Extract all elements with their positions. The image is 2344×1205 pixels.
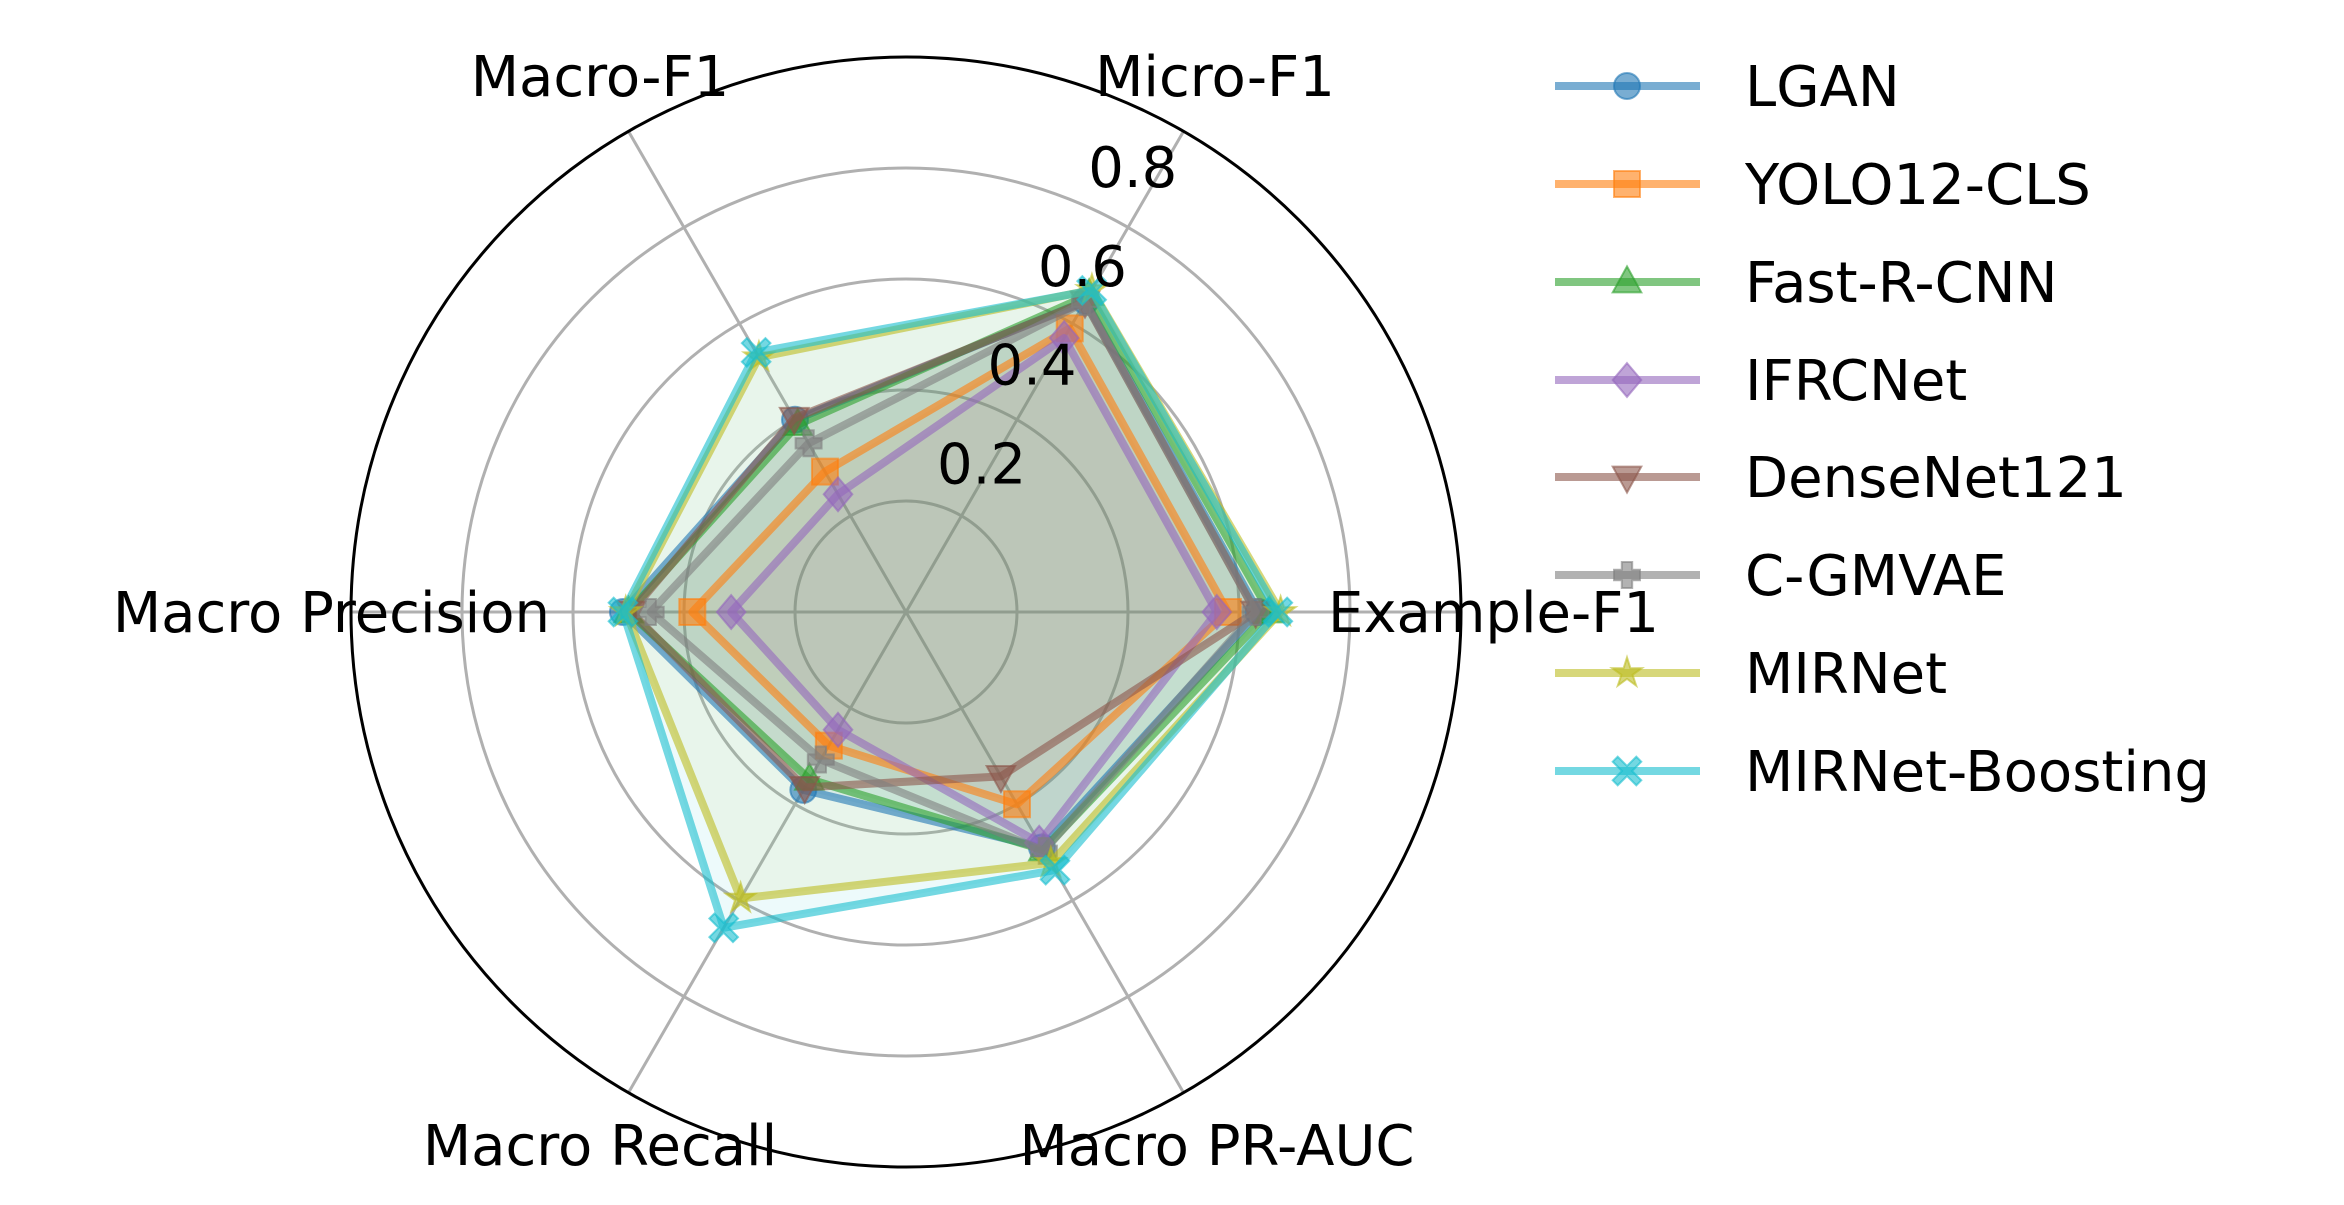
- data-point: [715, 593, 747, 631]
- grid-spoke: [627, 611, 908, 1094]
- series-fill: [631, 301, 1256, 788]
- axis-labels: Micro-F1 Example-F1 Macro PR-AUC Macro R…: [113, 45, 1659, 1179]
- data-point: [794, 429, 823, 458]
- r-tick-label: 0.6: [1038, 235, 1127, 300]
- data-point: [806, 745, 835, 774]
- legend-handle: [1555, 465, 1700, 495]
- legend-label: YOLO12-CLS: [1744, 153, 2091, 218]
- legend-handle: [1555, 170, 1700, 198]
- data-point: [788, 776, 821, 806]
- data-point: [678, 598, 707, 626]
- legend-label: DenseNet121: [1745, 446, 2127, 511]
- data-point: [1048, 319, 1080, 357]
- series-lines: [607, 271, 1299, 944]
- data-point: [1039, 854, 1071, 886]
- series-ifrcnet: [715, 319, 1233, 862]
- data-point: [722, 879, 759, 914]
- legend: LGAN YOLO12-CLS Fast-R-CNN IFRCNet Dense…: [1555, 55, 2210, 805]
- legend-label: LGAN: [1745, 55, 1900, 120]
- legend-label: IFRCNet: [1745, 349, 1967, 414]
- legend-handle: [1555, 264, 1700, 294]
- data-point: [822, 711, 854, 749]
- r-tick-label: 0.2: [937, 433, 1026, 498]
- diamond-marker: [1611, 361, 1643, 399]
- legend-label: Fast-R-CNN: [1745, 251, 2057, 316]
- legend-handle: [1555, 654, 1700, 689]
- data-point: [1241, 598, 1270, 626]
- axis-label-macro-pr-auc: Macro PR-AUC: [1019, 1114, 1414, 1179]
- grid-spoke: [904, 130, 1185, 613]
- data-point: [607, 596, 639, 628]
- square-marker: [1613, 170, 1641, 198]
- triangle-up-marker: [1611, 264, 1643, 294]
- legend-handle: [1555, 755, 1700, 787]
- r-tick-label: 0.8: [1088, 136, 1177, 201]
- data-point: [1201, 593, 1233, 631]
- data-point: [822, 475, 854, 513]
- data-point: [707, 912, 740, 944]
- data-point: [1262, 596, 1294, 628]
- data-point: [1075, 274, 1108, 307]
- series-mirnet-boosting: [607, 274, 1294, 944]
- axis-label-micro-f1: Micro-F1: [1095, 45, 1335, 110]
- series-fill: [692, 328, 1228, 805]
- r-tick-label: 0.4: [987, 334, 1076, 399]
- triangle-down-marker: [1611, 465, 1643, 495]
- legend-handle: [1555, 561, 1700, 589]
- outer-frame: [349, 55, 1463, 1169]
- grid-spoke: [627, 130, 908, 613]
- x-marker: [1611, 755, 1643, 787]
- axis-label-macro-f1: Macro-F1: [471, 45, 730, 110]
- legend-label: C-GMVAE: [1745, 544, 2007, 609]
- star-marker: [1609, 654, 1645, 689]
- axis-label-example-f1: Example-F1: [1328, 581, 1659, 646]
- axis-label-macro-precision: Macro Precision: [113, 581, 550, 646]
- legend-handle: [1555, 361, 1700, 399]
- legend-label: MIRNet-Boosting: [1745, 740, 2210, 805]
- plus-marker: [1613, 561, 1641, 589]
- data-point: [984, 764, 1017, 795]
- axis-label-macro-recall: Macro Recall: [423, 1114, 777, 1179]
- legend-label: MIRNet: [1745, 642, 1947, 707]
- legend-handle: [1555, 72, 1700, 100]
- data-point: [740, 336, 772, 369]
- circle-marker: [1613, 72, 1641, 100]
- r-tick-labels: 0.2 0.4 0.6 0.8: [937, 136, 1177, 498]
- data-point: [778, 406, 811, 436]
- data-point: [1003, 790, 1031, 819]
